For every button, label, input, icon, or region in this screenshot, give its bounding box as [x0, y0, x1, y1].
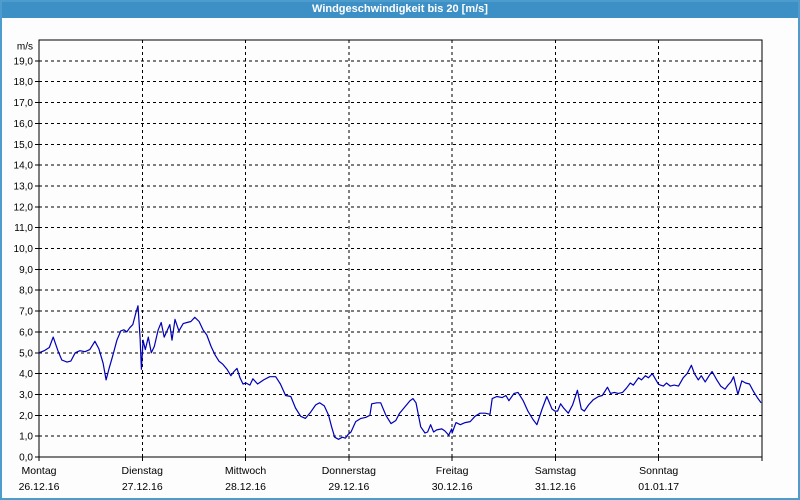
- day-label: Freitag: [436, 465, 469, 477]
- y-axis-label: 3,0: [19, 390, 33, 401]
- y-axis-label: 4,0: [19, 369, 33, 380]
- date-label: 31.12.16: [535, 481, 576, 493]
- y-axis-label: 18,0: [14, 77, 34, 88]
- wind-speed-line: [38, 305, 762, 440]
- date-label: 27.12.16: [122, 481, 163, 493]
- day-label: Mittwoch: [225, 465, 267, 477]
- y-axis-label: 17,0: [14, 98, 34, 109]
- y-axis-label: 7,0: [19, 307, 33, 318]
- y-axis-label: 10,0: [14, 244, 34, 255]
- y-axis-label: 15,0: [14, 140, 34, 151]
- title-bar: Windgeschwindigkeit bis 20 [m/s]: [2, 2, 798, 18]
- y-axis-label: 6,0: [19, 327, 33, 338]
- y-axis-label: 0,0: [19, 453, 33, 464]
- chart-title: Windgeschwindigkeit bis 20 [m/s]: [312, 3, 488, 15]
- y-axis-label: 9,0: [19, 265, 33, 276]
- y-axis-label: 16,0: [14, 119, 34, 130]
- y-axis-label: 11,0: [14, 223, 33, 234]
- y-axis-label: 13,0: [14, 181, 34, 192]
- y-axis-label: 19,0: [14, 56, 34, 67]
- day-label: Dienstag: [122, 465, 164, 477]
- date-label: 29.12.16: [328, 481, 369, 493]
- y-axis-label: 14,0: [14, 161, 34, 172]
- date-label: 01.01.17: [638, 481, 679, 493]
- date-label: 30.12.16: [432, 481, 473, 493]
- day-label: Sonntag: [639, 465, 678, 477]
- y-axis-label: 2,0: [19, 411, 33, 422]
- y-axis-unit-label: m/s: [17, 42, 33, 53]
- y-axis-label: 5,0: [19, 348, 33, 359]
- y-axis-label: 8,0: [19, 286, 33, 297]
- day-label: Donnerstag: [322, 465, 376, 477]
- date-label: 28.12.16: [225, 481, 266, 493]
- day-label: Samstag: [535, 465, 577, 477]
- y-axis-label: 12,0: [14, 202, 34, 213]
- day-label: Montag: [21, 465, 56, 477]
- date-label: 26.12.16: [19, 481, 60, 493]
- y-axis-label: 1,0: [19, 432, 33, 443]
